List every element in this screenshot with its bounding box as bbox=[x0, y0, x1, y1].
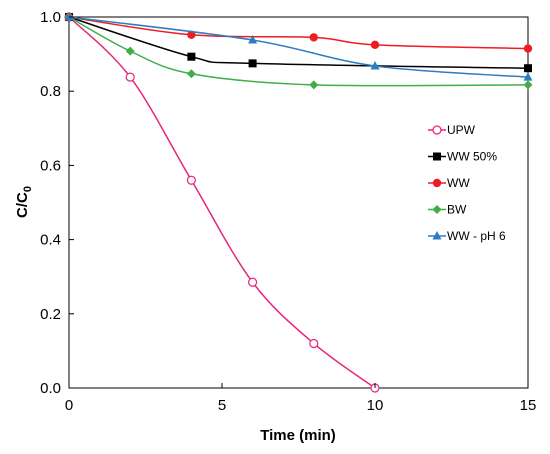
series-line bbox=[68, 16, 529, 78]
y-tick-label: 0.4 bbox=[40, 232, 61, 249]
series-line bbox=[68, 16, 529, 87]
data-point bbox=[523, 44, 533, 53]
x-tick-label: 15 bbox=[520, 397, 537, 414]
legend-label: WW - pH 6 bbox=[447, 229, 506, 243]
legend-item: WW - pH 6 bbox=[428, 229, 506, 243]
series-bw bbox=[64, 12, 533, 90]
y-axis-title-main: C/C bbox=[14, 192, 31, 218]
y-tick-label: 1.0 bbox=[40, 9, 61, 26]
data-point bbox=[125, 46, 135, 56]
data-point bbox=[248, 59, 257, 68]
data-point bbox=[523, 80, 533, 90]
data-point bbox=[370, 60, 380, 70]
legend-swatch-marker bbox=[432, 125, 442, 135]
data-point bbox=[186, 69, 196, 79]
series-upw bbox=[64, 12, 380, 393]
series-ww-50- bbox=[65, 13, 532, 73]
data-point bbox=[64, 12, 74, 21]
x-tick-label: 10 bbox=[367, 397, 384, 414]
series-line bbox=[68, 16, 529, 50]
legend-item: BW bbox=[428, 203, 467, 217]
legend-item: WW bbox=[428, 176, 470, 190]
legend-label: BW bbox=[447, 203, 467, 217]
y-axis-title: C/C0 bbox=[14, 186, 34, 218]
legend-item: WW 50% bbox=[428, 150, 497, 164]
legend-label: UPW bbox=[447, 123, 476, 137]
y-tick-label: 0.0 bbox=[40, 380, 61, 397]
y-tick-label: 0.2 bbox=[40, 306, 61, 323]
data-point bbox=[187, 30, 196, 40]
data-point bbox=[309, 33, 318, 42]
data-point bbox=[125, 72, 135, 82]
x-tick-label: 0 bbox=[65, 397, 73, 414]
axis-ticks: 0 5 10 15 0.0 0.2 0.4 0.6 0.8 1.0 bbox=[40, 9, 536, 414]
data-point bbox=[187, 52, 196, 61]
legend-swatch-marker bbox=[433, 152, 441, 161]
series-ww bbox=[64, 12, 533, 53]
series-layer bbox=[64, 12, 533, 393]
data-point bbox=[309, 80, 319, 90]
data-point bbox=[186, 175, 196, 185]
legend-label: WW 50% bbox=[447, 150, 497, 164]
legend-item: UPW bbox=[428, 123, 476, 137]
legend-label: WW bbox=[447, 176, 470, 190]
legend-swatch-marker bbox=[432, 231, 442, 240]
x-axis-title: Time (min) bbox=[260, 427, 336, 444]
series-ww-ph-6 bbox=[64, 12, 533, 81]
data-point bbox=[370, 40, 380, 50]
data-point bbox=[523, 72, 533, 81]
data-point bbox=[248, 277, 258, 287]
legend: UPW WW 50% WW BW WW - pH 6 bbox=[428, 123, 506, 243]
plot-border bbox=[68, 16, 529, 389]
x-tick-label: 5 bbox=[218, 397, 226, 414]
series-line bbox=[68, 16, 376, 389]
data-point bbox=[248, 35, 258, 44]
y-tick-label: 0.6 bbox=[40, 157, 61, 174]
legend-swatch-marker bbox=[432, 178, 442, 188]
y-axis-title-sub: 0 bbox=[22, 186, 34, 192]
legend-swatch-marker bbox=[432, 205, 442, 214]
plot-area bbox=[68, 16, 529, 389]
series-line bbox=[68, 16, 529, 69]
data-point bbox=[309, 338, 319, 349]
data-point bbox=[524, 64, 532, 73]
y-tick-label: 0.8 bbox=[40, 83, 61, 100]
